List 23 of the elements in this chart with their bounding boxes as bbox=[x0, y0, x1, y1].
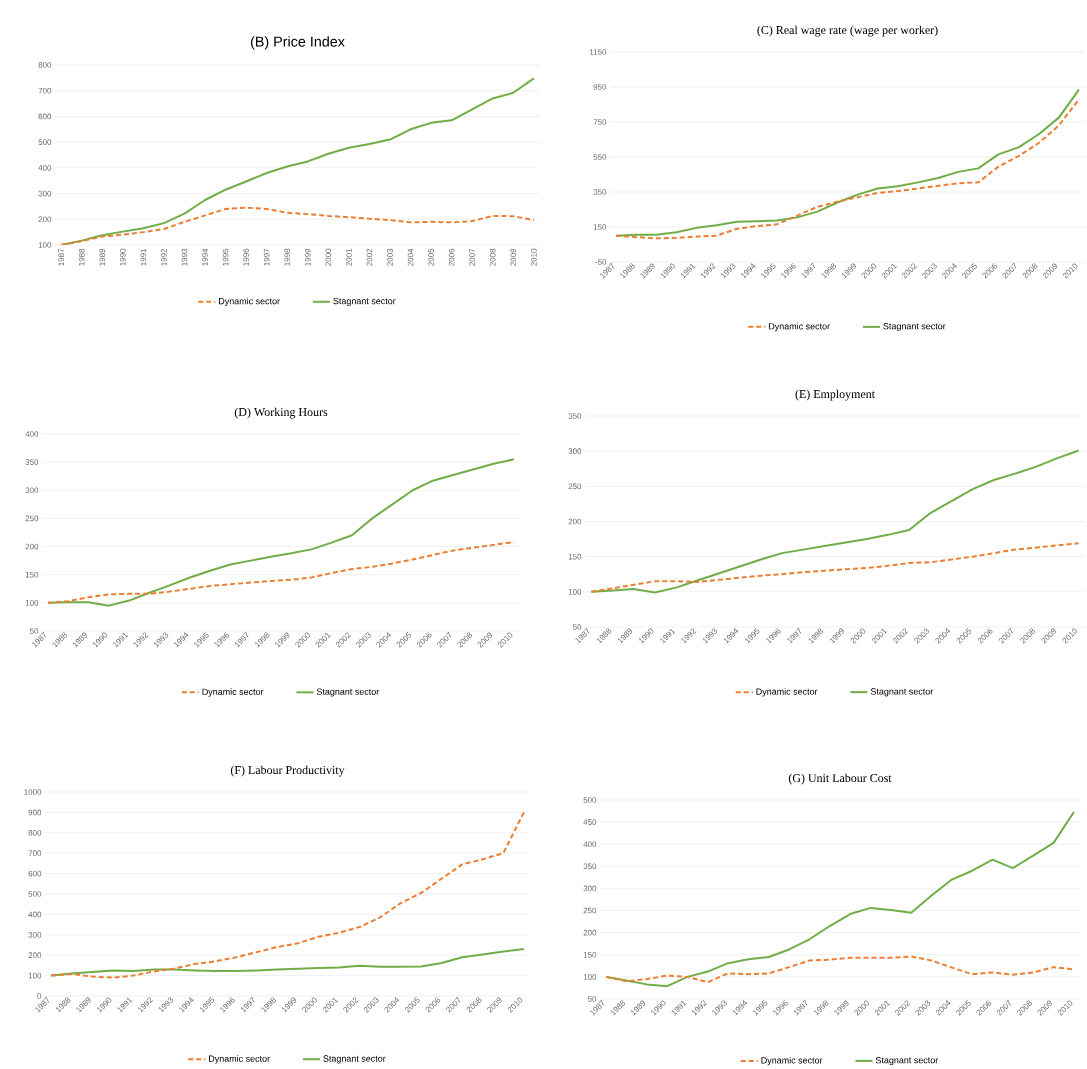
chart-title: (D) Working Hours bbox=[234, 407, 328, 419]
chart-title: (G) Unit Labour Cost bbox=[788, 773, 892, 785]
legend-label: Stagnant sector bbox=[316, 688, 380, 697]
legend-label: Stagnant sector bbox=[333, 297, 396, 307]
legend-label: Stagnant sector bbox=[883, 323, 946, 332]
legend-label: Dynamic sector bbox=[219, 297, 280, 307]
legend-label: Dynamic sector bbox=[756, 688, 818, 697]
legend-label: Stagnant sector bbox=[323, 1055, 386, 1064]
chart-title: (C) Real wage rate (wage per worker) bbox=[757, 25, 938, 37]
chart-title: (E) Employment bbox=[795, 389, 875, 401]
line-series bbox=[60, 206, 535, 246]
legend-label: Dynamic sector bbox=[202, 688, 264, 697]
line-series bbox=[50, 811, 525, 979]
line-series bbox=[590, 542, 1080, 593]
line-series bbox=[60, 77, 535, 246]
legend-label: Dynamic sector bbox=[761, 1056, 823, 1066]
legend-label: Dynamic sector bbox=[769, 322, 830, 332]
line-series bbox=[590, 449, 1080, 594]
legend-label: Stagnant sector bbox=[870, 688, 934, 697]
chart-title: (B) Price Index bbox=[250, 36, 345, 50]
legend-label: Stagnant sector bbox=[875, 1057, 939, 1066]
chart-title: (F) Labour Productivity bbox=[230, 765, 345, 777]
legend-label: Dynamic sector bbox=[209, 1055, 270, 1064]
